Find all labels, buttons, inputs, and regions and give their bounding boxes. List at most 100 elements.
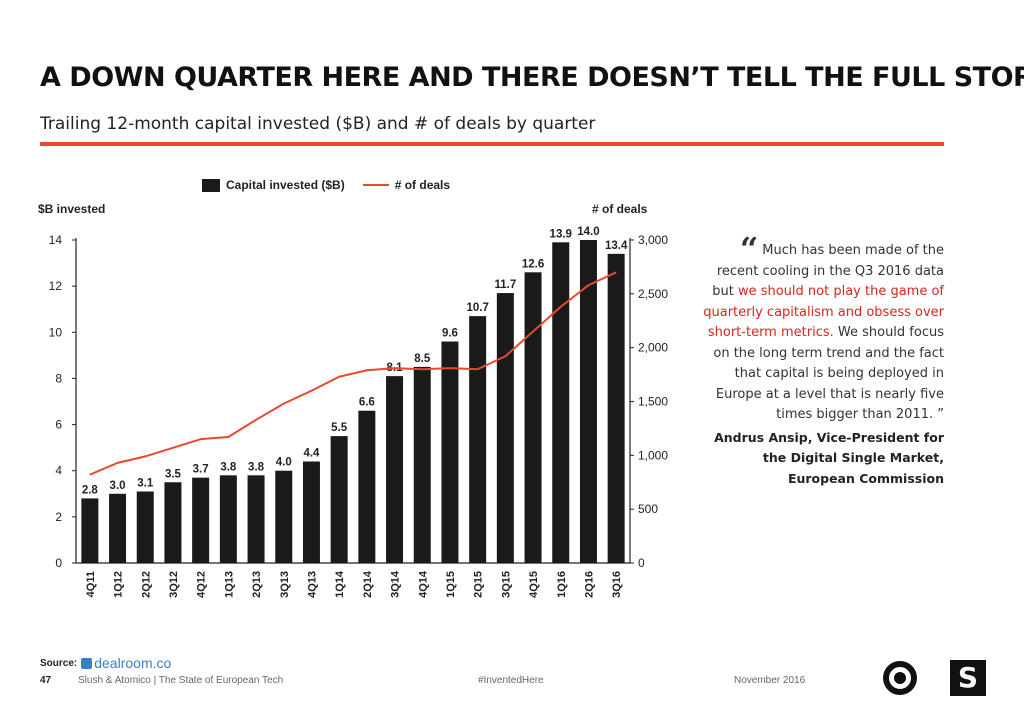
y-tick-label: 0 bbox=[55, 556, 62, 570]
y2-tick-label: 500 bbox=[638, 502, 658, 516]
y2-tick-label: 1,500 bbox=[638, 395, 668, 409]
y2-tick-label: 2,000 bbox=[638, 341, 668, 355]
x-tick-label: 4Q13 bbox=[306, 571, 318, 598]
bar-4Q14 bbox=[413, 366, 431, 563]
bar-value-label: 3.8 bbox=[220, 461, 237, 473]
bar-value-label: 3.0 bbox=[110, 480, 126, 492]
quote-block: “Much has been made of the recent coolin… bbox=[700, 233, 944, 489]
y-tick-label: 12 bbox=[49, 279, 63, 293]
bar-value-label: 3.7 bbox=[193, 464, 209, 476]
bar-value-label: 14.0 bbox=[577, 226, 599, 238]
x-tick-label: 1Q12 bbox=[113, 571, 125, 598]
y-tick-label: 4 bbox=[55, 464, 62, 478]
title-divider bbox=[40, 142, 944, 146]
x-tick-label: 3Q13 bbox=[279, 571, 291, 598]
bar-value-label: 4.0 bbox=[276, 457, 292, 469]
target-logo-icon bbox=[883, 661, 917, 695]
x-tick-label: 2Q12 bbox=[140, 571, 152, 598]
bar-3Q16 bbox=[607, 253, 625, 564]
x-tick-label: 1Q15 bbox=[445, 571, 457, 598]
chart-legend: Capital invested ($B) # of deals bbox=[202, 178, 450, 192]
bar-1Q14 bbox=[330, 436, 348, 563]
bar-value-label: 2.8 bbox=[82, 484, 99, 496]
bar-2Q13 bbox=[247, 475, 265, 563]
x-tick-label: 4Q11 bbox=[85, 571, 97, 597]
legend-bar-label: Capital invested ($B) bbox=[226, 178, 345, 192]
x-tick-label: 3Q15 bbox=[500, 571, 512, 598]
source-label: Source: bbox=[40, 657, 78, 669]
bar-1Q12 bbox=[109, 493, 127, 563]
x-tick-label: 1Q14 bbox=[334, 570, 346, 598]
bar-2Q16 bbox=[579, 240, 597, 563]
bar-4Q15 bbox=[524, 272, 542, 563]
y2-tick-label: 2,500 bbox=[638, 287, 668, 301]
x-tick-label: 2Q14 bbox=[362, 570, 374, 598]
hashtag: #InventedHere bbox=[478, 675, 544, 686]
bar-4Q11 bbox=[81, 498, 99, 563]
x-tick-label: 1Q13 bbox=[223, 571, 235, 598]
bar-1Q15 bbox=[441, 341, 459, 563]
y-tick-label: 8 bbox=[55, 371, 62, 385]
slush-logo-icon: S bbox=[950, 660, 986, 696]
bar-3Q12 bbox=[164, 482, 182, 563]
bar-3Q15 bbox=[496, 293, 514, 563]
bar-value-label: 8.5 bbox=[414, 353, 431, 365]
y-tick-label: 14 bbox=[49, 233, 63, 247]
x-tick-label: 2Q15 bbox=[473, 571, 485, 598]
publication-date: November 2016 bbox=[734, 675, 806, 686]
x-tick-label: 3Q14 bbox=[390, 570, 402, 598]
bar-value-label: 9.6 bbox=[442, 328, 458, 340]
bar-2Q15 bbox=[469, 316, 487, 563]
bar-value-label: 3.1 bbox=[137, 477, 154, 489]
legend-line-swatch bbox=[362, 184, 389, 186]
y2-tick-label: 0 bbox=[638, 556, 645, 570]
bar-value-label: 3.5 bbox=[165, 468, 182, 480]
bar-value-label: 4.4 bbox=[303, 447, 320, 459]
y2-axis-title: # of deals bbox=[592, 202, 648, 216]
x-tick-label: 2Q13 bbox=[251, 571, 263, 598]
bar-value-label: 5.5 bbox=[331, 422, 348, 434]
bar-value-label: 13.4 bbox=[605, 240, 628, 252]
page-subtitle: Trailing 12-month capital invested ($B) … bbox=[40, 114, 596, 134]
quote-text-post: We should focus on the long term trend a… bbox=[713, 325, 944, 422]
x-tick-label: 4Q15 bbox=[528, 571, 540, 598]
bar-value-label: 13.9 bbox=[550, 228, 572, 240]
bar-4Q12 bbox=[192, 477, 210, 563]
y2-tick-label: 3,000 bbox=[638, 233, 668, 247]
x-tick-label: 1Q16 bbox=[556, 571, 568, 598]
page-title: A DOWN QUARTER HERE AND THERE DOESN’T TE… bbox=[40, 62, 1024, 93]
bar-value-label: 6.6 bbox=[359, 397, 375, 409]
quote-mark-icon: “ bbox=[739, 230, 759, 268]
y-tick-label: 2 bbox=[55, 510, 62, 524]
bar-value-label: 12.6 bbox=[522, 258, 544, 270]
publication-name: Slush & Atomico | The State of European … bbox=[78, 675, 284, 686]
x-tick-label: 2Q16 bbox=[583, 571, 595, 598]
x-tick-label: 4Q12 bbox=[196, 571, 208, 598]
bar-1Q16 bbox=[552, 242, 570, 564]
page-number: 47 bbox=[40, 675, 52, 686]
bar-2Q14 bbox=[358, 410, 376, 563]
bar-value-label: 10.7 bbox=[466, 302, 488, 314]
legend-line-label: # of deals bbox=[394, 178, 451, 192]
quote-attribution: Andrus Ansip, Vice-President for the Dig… bbox=[714, 429, 944, 486]
source-line: Source: dealroom.co bbox=[40, 655, 171, 671]
y2-tick-label: 1,000 bbox=[638, 448, 668, 462]
y-tick-label: 10 bbox=[49, 325, 63, 339]
y-tick-label: 6 bbox=[55, 418, 62, 432]
legend-bar-swatch bbox=[202, 178, 220, 192]
x-tick-label: 3Q16 bbox=[611, 571, 623, 598]
bar-4Q13 bbox=[302, 461, 320, 563]
bar-2Q12 bbox=[136, 491, 154, 563]
bar-value-label: 11.7 bbox=[494, 279, 516, 291]
bar-value-label: 3.8 bbox=[248, 461, 265, 473]
deals-line bbox=[89, 271, 617, 476]
source-brand[interactable]: dealroom.co bbox=[94, 655, 172, 671]
bar-3Q14 bbox=[386, 376, 404, 563]
bar-3Q13 bbox=[275, 470, 293, 563]
bar-1Q13 bbox=[219, 475, 237, 563]
y-axis-title: $B invested bbox=[38, 202, 106, 216]
quote-text-highlight: we should not play the game of quarterly… bbox=[703, 284, 944, 340]
x-tick-label: 3Q12 bbox=[168, 571, 180, 598]
quote-text-pre: Much has been made of the recent cooling… bbox=[712, 243, 944, 299]
